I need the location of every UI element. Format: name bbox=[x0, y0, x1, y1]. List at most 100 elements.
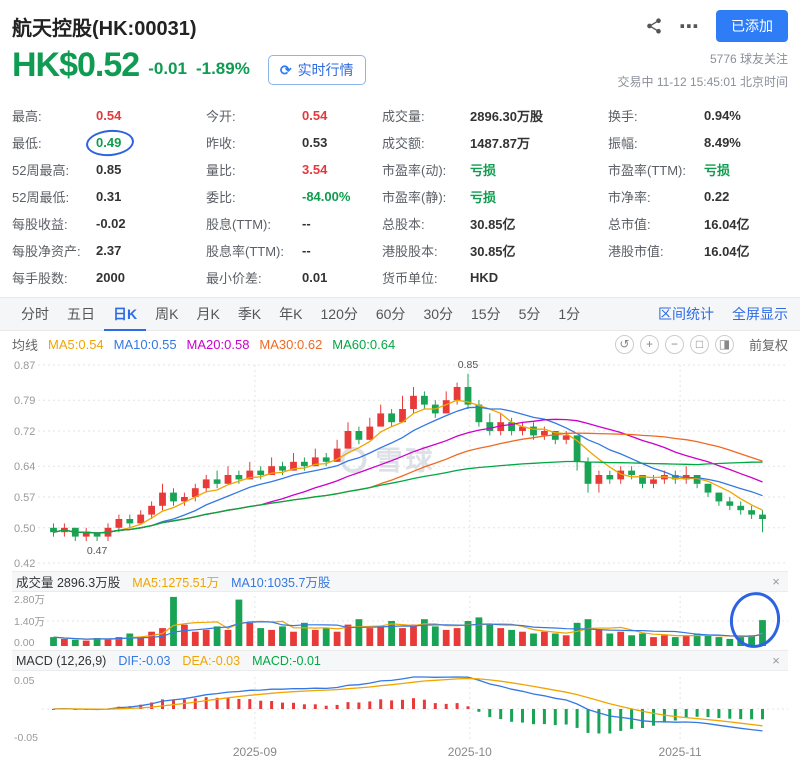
svg-text:1.40万: 1.40万 bbox=[14, 616, 45, 628]
stats-column-2: 今开: 0.54 昨收: 0.53 量比: 3.54 委比: -84.00% 股息(TTM): -… bbox=[206, 102, 374, 291]
tab-60分[interactable]: 60分 bbox=[375, 305, 406, 322]
stat-volume-ratio: 量比: 3.54 bbox=[206, 156, 374, 183]
macd-dif-label: DIF:-0.03 bbox=[118, 653, 171, 668]
svg-text:0.79: 0.79 bbox=[14, 395, 35, 407]
volume-pane-close-icon[interactable]: × bbox=[772, 574, 780, 589]
tab-年K[interactable]: 年K bbox=[279, 305, 303, 322]
stat-label: 52周最高: bbox=[12, 163, 70, 178]
zoom-in-icon[interactable]: + bbox=[639, 334, 659, 354]
header-actions: ⋯ 已添加 bbox=[645, 10, 788, 42]
macd-title: MACD (12,26,9) bbox=[16, 653, 107, 668]
realtime-quote-button[interactable]: ⟳ 实时行情 bbox=[267, 55, 366, 85]
tab-周K[interactable]: 周K bbox=[155, 305, 179, 322]
stat-turnover-rate: 换手: 0.94% bbox=[608, 102, 788, 129]
range-statistics-link[interactable]: 区间统计 bbox=[658, 306, 714, 322]
undo-icon[interactable]: ↺ bbox=[614, 334, 634, 354]
stat-value: 8.49% bbox=[704, 135, 741, 150]
stat-hk-market-cap: 港股市值: 16.04亿 bbox=[608, 237, 788, 264]
tab-120分[interactable]: 120分 bbox=[320, 305, 358, 322]
stat-amplitude: 振幅: 8.49% bbox=[608, 129, 788, 156]
stat-label: 换手: bbox=[608, 109, 638, 124]
stat-label: 今开: bbox=[206, 109, 236, 124]
stat-label: 最小价差: bbox=[206, 271, 262, 286]
stat-label: 股息(TTM): bbox=[206, 217, 271, 232]
fullscreen-icon[interactable]: □ bbox=[689, 334, 709, 354]
stat-total-shares: 总股本: 30.85亿 bbox=[382, 210, 600, 237]
tab-30分[interactable]: 30分 bbox=[423, 305, 454, 322]
ma-legend-label: 均线 bbox=[12, 337, 39, 353]
stat-value: 亏损 bbox=[470, 163, 497, 178]
tab-月K[interactable]: 月K bbox=[196, 305, 220, 322]
stat-volume: 成交量: 2896.30万股 bbox=[382, 102, 600, 129]
stat-pe-dynamic: 市盈率(动): 亏损 bbox=[382, 156, 600, 183]
ma-legend-items: MA5:0.54 MA10:0.55 MA20:0.58 MA30:0.62 MA60:… bbox=[48, 337, 395, 352]
volume-ma10-label: MA10:1035.7万股 bbox=[231, 576, 331, 590]
stat-label: 股息率(TTM): bbox=[206, 244, 284, 259]
stat-dividend-yield: 股息率(TTM): -- bbox=[206, 237, 374, 264]
stat-bid-ratio: 委比: -84.00% bbox=[206, 183, 374, 210]
stat-hk-shares: 港股股本: 30.85亿 bbox=[382, 237, 600, 264]
stats-column-1: 最高: 0.54 最低: 0.49 52周最高: 0.85 52周最低: 0.31 每股收益: -… bbox=[12, 102, 198, 291]
tab-日K[interactable]: 日K bbox=[104, 298, 147, 331]
stat-value: 0.22 bbox=[704, 189, 730, 204]
volume-pane: 2.80万 1.40万 0.00 bbox=[12, 588, 788, 652]
svg-text:0.05: 0.05 bbox=[14, 675, 35, 687]
stat-label: 振幅: bbox=[608, 136, 638, 151]
stat-value: 2.37 bbox=[96, 243, 122, 258]
stat-label: 总股本: bbox=[382, 217, 425, 232]
macd-dea-label: DEA:-0.03 bbox=[182, 653, 241, 668]
ma-legend-ma60: MA60:0.64 bbox=[332, 336, 396, 352]
stat-value: 3.54 bbox=[302, 162, 328, 177]
x-axis-label-2025-09: 2025-09 bbox=[232, 745, 277, 759]
stat-value: 30.85亿 bbox=[470, 217, 516, 232]
stat-label: 总市值: bbox=[608, 217, 651, 232]
stat-value: 0.85 bbox=[96, 162, 122, 177]
stat-value: 亏损 bbox=[704, 163, 731, 178]
stat-currency: 货币单位: HKD bbox=[382, 264, 600, 291]
svg-text:0.64: 0.64 bbox=[14, 461, 35, 473]
share-icon[interactable] bbox=[645, 17, 663, 35]
stat-label: 最低: bbox=[12, 136, 42, 151]
adjust-mode-dropdown[interactable]: 前复权 bbox=[748, 337, 788, 353]
ma-legend-ma10: MA10:0.55 bbox=[113, 336, 177, 352]
volume-ma5-label: MA5:1275.51万 bbox=[132, 576, 220, 590]
zoom-out-icon[interactable]: − bbox=[664, 334, 684, 354]
stat-value: HKD bbox=[470, 270, 499, 285]
tab-季K[interactable]: 季K bbox=[237, 305, 262, 322]
price-change-percent: -1.89% bbox=[195, 59, 250, 78]
stat-value: 30.85亿 bbox=[470, 244, 516, 259]
stat-label: 市盈率(动): bbox=[382, 163, 447, 178]
tab-分时[interactable]: 分时 bbox=[21, 305, 49, 322]
stat-label: 市盈率(TTM): bbox=[608, 163, 686, 178]
stat-value: -- bbox=[302, 216, 311, 231]
svg-text:-0.05: -0.05 bbox=[14, 732, 38, 744]
quote-section: HK$0.52 -0.01 -1.89% ⟳ 实时行情 5776 球友关注 交易… bbox=[12, 46, 788, 94]
svg-text:0.85: 0.85 bbox=[458, 359, 479, 371]
period-tabbar: 分时 五日 日K 周K 月K 季K 年K 120分 60分 30分 15分 5分 1分 区间统计 全屏显… bbox=[0, 297, 800, 331]
refresh-icon: ⟳ bbox=[279, 61, 292, 78]
stat-value: -- bbox=[302, 243, 311, 258]
stat-eps: 每股收益: -0.02 bbox=[12, 210, 198, 237]
tabbar-actions: 区间统计 全屏显示 bbox=[658, 304, 788, 324]
tab-五日[interactable]: 五日 bbox=[67, 305, 95, 322]
tab-5分[interactable]: 5分 bbox=[518, 305, 541, 322]
followers-count: 5776 球友关注 bbox=[709, 52, 788, 66]
fullscreen-link[interactable]: 全屏显示 bbox=[732, 306, 788, 322]
realtime-quote-label: 实时行情 bbox=[297, 62, 354, 78]
more-icon[interactable]: ⋯ bbox=[679, 15, 700, 38]
volume-chart[interactable]: 2.80万 1.40万 0.00 bbox=[12, 592, 788, 650]
stat-label: 量比: bbox=[206, 163, 236, 178]
added-button[interactable]: 已添加 bbox=[716, 10, 788, 42]
tab-1分[interactable]: 1分 bbox=[558, 305, 581, 322]
macd-chart[interactable]: 0.05 -0.05 bbox=[12, 671, 788, 745]
candlestick-chart[interactable]: 0.87 0.79 0.72 0.64 0.57 0.50 0.42 雪球 0.85 0.47 bbox=[12, 357, 788, 571]
svg-text:0.57: 0.57 bbox=[14, 492, 35, 504]
stat-turnover: 成交额: 1487.87万 bbox=[382, 129, 600, 156]
chart-section: 均线 MA5:0.54 MA10:0.55 MA20:0.58 MA30:0.62 MA… bbox=[12, 331, 788, 761]
tab-15分[interactable]: 15分 bbox=[471, 305, 501, 322]
stat-market-cap: 总市值: 16.04亿 bbox=[608, 210, 788, 237]
stat-value: 0.49 bbox=[96, 135, 122, 150]
macd-pane-close-icon[interactable]: × bbox=[772, 653, 780, 668]
screenshot-icon[interactable]: ◨ bbox=[714, 334, 734, 354]
stat-tick-size: 最小价差: 0.01 bbox=[206, 264, 374, 291]
